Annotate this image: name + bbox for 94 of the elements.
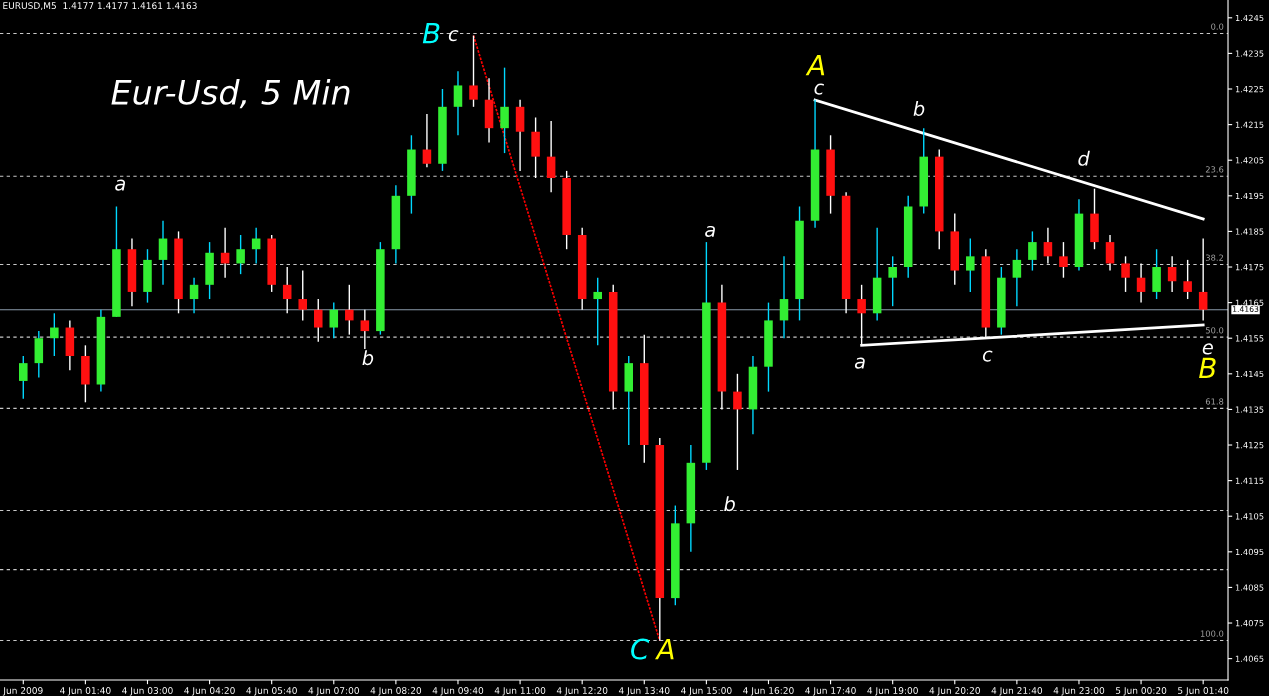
annotation: b <box>724 496 735 512</box>
candlestick <box>1121 255 1130 293</box>
annotation: 100.0 <box>1200 630 1224 637</box>
candlestick <box>1059 241 1068 279</box>
candlestick <box>360 309 370 350</box>
annotation: 0.0 <box>1211 23 1224 30</box>
x-tick-label: 4 Jun 07:00 <box>308 687 359 696</box>
x-tick-label: 4 Jun 01:40 <box>60 687 111 696</box>
candlestick <box>313 298 323 343</box>
candlestick <box>50 312 59 357</box>
y-tick-label: 1.4075 <box>1235 620 1264 627</box>
y-tick-label: 1.4135 <box>1235 406 1264 413</box>
y-tick-label: 1.4245 <box>1235 14 1264 22</box>
y-tick-label: 1.4165 <box>1235 299 1264 306</box>
candlestick <box>1043 227 1053 265</box>
x-tick-label: 4 Jun 13:40 <box>618 687 670 696</box>
x-tick-label: 4 Jun 21:40 <box>991 687 1043 696</box>
annotation: e <box>1202 343 1213 355</box>
candlestick <box>1028 230 1037 272</box>
y-tick-label: 1.4105 <box>1235 513 1264 520</box>
annotation: b <box>362 350 374 366</box>
candlestick <box>298 269 307 322</box>
candlestick <box>546 120 556 193</box>
y-tick-label: 1.4145 <box>1235 370 1264 378</box>
y-tick-label: 1.4115 <box>1235 477 1264 484</box>
annotation: d <box>1078 150 1090 166</box>
x-tick-label: 4 Jun 16:20 <box>743 687 794 696</box>
x-tick-label: 4 Jun 08:20 <box>370 687 422 696</box>
y-tick-label: 1.4095 <box>1235 548 1264 556</box>
x-tick-label: 4 Jun 05:40 <box>246 687 297 696</box>
x-tick-label: 4 Jun 20:20 <box>929 687 980 696</box>
x-tick-label: 4 Jun 09:40 <box>432 687 484 696</box>
candlestick <box>453 70 463 136</box>
candlestick <box>1198 237 1208 322</box>
x-tick-label: 4 Jun 17:40 <box>805 687 856 696</box>
candlestick <box>593 276 602 347</box>
y-tick-label: 1.4185 <box>1235 228 1264 235</box>
candlestick <box>329 301 339 339</box>
annotation: a <box>115 179 125 191</box>
y-tick-label: 1.4195 <box>1235 192 1264 200</box>
candlestick <box>236 234 245 275</box>
annotation: b <box>913 100 925 117</box>
candlestick <box>1183 259 1192 300</box>
candlestick <box>966 237 975 293</box>
y-tick-label: 1.4235 <box>1235 50 1264 57</box>
y-tick-label: 1.4205 <box>1235 157 1264 164</box>
y-tick-label: 1.4215 <box>1235 121 1264 128</box>
candlestick <box>282 266 292 314</box>
y-tick-label: 1.4155 <box>1235 335 1264 342</box>
candlestick <box>469 34 478 108</box>
text: Eur-Usd, 5 Min <box>111 79 350 109</box>
annotation: c <box>814 83 825 95</box>
annotation: A <box>655 638 674 660</box>
candlestick <box>733 373 742 471</box>
x-tick-label: Jun 2009 <box>2 687 43 696</box>
candlestick <box>422 113 432 169</box>
x-tick-label: 4 Jun 04:20 <box>184 687 235 696</box>
candlestick <box>189 276 199 314</box>
annotation: c <box>448 30 459 42</box>
x-tick-label: 5 Jun 01:40 <box>1178 687 1229 696</box>
annotation: 50.0 <box>1205 327 1224 334</box>
candlestick <box>779 255 789 339</box>
annotation: 38.2 <box>1205 254 1224 261</box>
annotation: C <box>631 638 650 660</box>
x-tick-label: 4 Jun 11:00 <box>494 687 546 696</box>
annotation: 61.8 <box>1205 398 1224 405</box>
candlestick <box>888 255 897 307</box>
x-tick-label: 5 Jun 00:20 <box>1115 687 1167 696</box>
x-tick-label: 4 Jun 15:00 <box>681 687 732 696</box>
annotation: B <box>422 23 440 44</box>
y-tick-label: 1.4085 <box>1235 584 1264 591</box>
candlestick <box>1136 262 1146 304</box>
x-tick-label: 4 Jun 19:00 <box>867 687 918 696</box>
annotation: a <box>854 357 865 369</box>
x-tick-label: 4 Jun 03:00 <box>122 687 173 696</box>
annotation: a <box>705 225 715 238</box>
x-tick-label: 4 Jun 12:20 <box>556 687 608 696</box>
chart-title: EURUSD,M5 1.4177 1.4177 1.4161 1.4163 <box>3 2 197 10</box>
annotation: B <box>1199 357 1216 378</box>
annotation: c <box>982 350 993 362</box>
annotation: 23.6 <box>1205 166 1224 173</box>
candlestick <box>1012 248 1022 307</box>
candlestick <box>500 66 509 154</box>
candlestick <box>345 284 354 336</box>
candlestick <box>1105 234 1115 272</box>
y-tick-label: 1.4175 <box>1235 264 1264 271</box>
annotation: A <box>805 55 825 76</box>
candlestick <box>19 355 28 400</box>
y-tick-label: 1.4065 <box>1235 655 1264 662</box>
candlestick <box>1167 255 1177 293</box>
x-tick-label: 4 Jun 23:00 <box>1053 687 1105 696</box>
candlestick <box>158 220 168 286</box>
y-tick-label: 1.4225 <box>1235 85 1264 93</box>
y-tick-label: 1.4125 <box>1235 442 1264 449</box>
